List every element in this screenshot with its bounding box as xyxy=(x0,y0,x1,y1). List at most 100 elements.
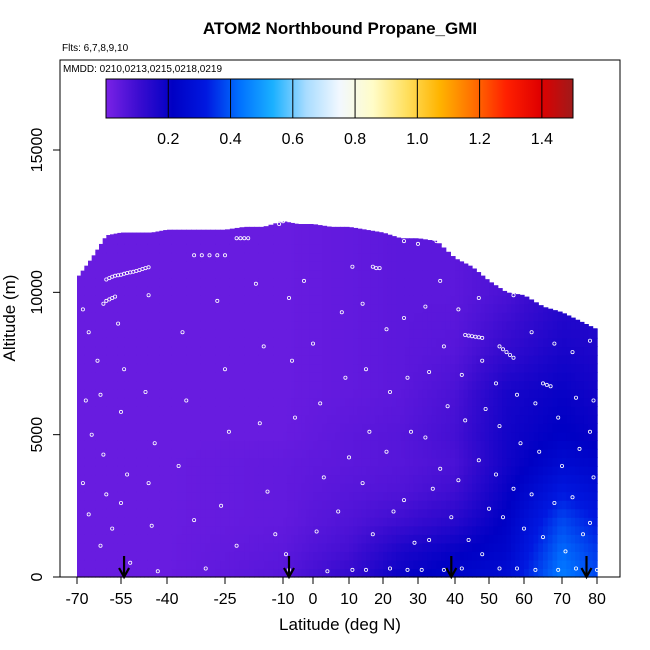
field-cell xyxy=(317,414,323,424)
field-cell xyxy=(344,389,350,399)
field-cell xyxy=(575,525,581,535)
field-cell xyxy=(254,261,260,271)
field-cell xyxy=(80,295,85,305)
observation-point xyxy=(273,532,278,537)
field-cell xyxy=(543,517,549,527)
field-cell xyxy=(225,229,231,236)
field-cell xyxy=(387,431,393,441)
field-cell xyxy=(400,278,406,288)
field-cell xyxy=(225,397,231,407)
field-cell xyxy=(524,380,530,390)
field-cell xyxy=(110,235,115,245)
field-cell xyxy=(335,431,341,441)
field-cell xyxy=(562,500,567,510)
field-cell xyxy=(80,346,85,356)
field-cell xyxy=(249,226,255,236)
field-cell xyxy=(95,337,100,348)
field-cell xyxy=(80,363,85,373)
field-cell xyxy=(575,457,581,467)
field-cell xyxy=(298,457,303,467)
field-cell xyxy=(510,517,516,527)
field-cell xyxy=(176,525,183,535)
field-cell xyxy=(140,414,145,424)
field-cell xyxy=(370,397,376,407)
field-cell xyxy=(344,380,350,390)
field-cell xyxy=(383,542,388,552)
field-cell xyxy=(117,389,122,399)
field-cell xyxy=(575,568,581,578)
field-cell xyxy=(476,329,482,339)
field-cell xyxy=(317,286,323,296)
field-cell xyxy=(353,337,359,348)
field-cell xyxy=(431,534,438,544)
field-cell xyxy=(378,491,384,501)
field-cell xyxy=(144,252,149,262)
field-cell xyxy=(361,363,367,373)
field-cell xyxy=(383,261,388,271)
field-cell xyxy=(480,440,486,450)
field-cell xyxy=(480,346,486,356)
field-cell xyxy=(301,303,307,313)
observation-point xyxy=(370,264,375,269)
field-cell xyxy=(450,256,456,262)
field-cell xyxy=(370,508,376,518)
field-cell xyxy=(335,286,341,296)
field-cell xyxy=(502,517,508,527)
field-cell xyxy=(543,380,549,390)
field-cell xyxy=(132,551,137,561)
field-cell xyxy=(254,465,260,476)
field-cell xyxy=(140,525,145,535)
field-cell xyxy=(117,235,122,245)
observation-point xyxy=(86,330,91,335)
field-cell xyxy=(455,312,460,322)
field-cell xyxy=(249,389,255,399)
field-cell xyxy=(147,261,153,271)
field-cell xyxy=(547,308,554,313)
field-cell xyxy=(441,269,447,279)
field-cell xyxy=(132,474,137,484)
field-cell xyxy=(278,320,284,330)
field-cell xyxy=(431,286,438,296)
field-cell xyxy=(106,235,111,245)
field-cell xyxy=(592,372,598,382)
field-cell xyxy=(480,559,486,570)
field-cell xyxy=(413,380,419,390)
observation-point xyxy=(556,415,561,420)
field-cell xyxy=(566,491,572,501)
field-cell xyxy=(472,568,477,578)
field-cell xyxy=(519,380,525,390)
field-cell xyxy=(502,329,508,339)
field-cell xyxy=(140,397,145,407)
field-cell xyxy=(349,406,354,416)
field-cell xyxy=(378,508,384,518)
field-cell xyxy=(132,320,137,330)
field-cell xyxy=(102,551,107,561)
field-cell xyxy=(263,346,270,356)
field-cell xyxy=(278,440,284,450)
field-cell xyxy=(181,329,187,339)
field-cell xyxy=(391,423,397,433)
field-cell xyxy=(506,397,512,407)
field-cell xyxy=(436,440,442,450)
field-cell xyxy=(340,286,346,296)
field-cell xyxy=(570,440,576,450)
field-cell xyxy=(519,551,525,561)
field-cell xyxy=(151,372,157,382)
field-cell xyxy=(181,431,187,441)
field-cell xyxy=(301,534,307,544)
observation-point xyxy=(445,404,450,409)
field-cell xyxy=(132,559,137,570)
field-cell xyxy=(186,261,192,271)
field-cell xyxy=(391,500,397,510)
y-axis-label: Altitude (m) xyxy=(0,275,19,362)
field-cell xyxy=(99,312,104,322)
field-cell xyxy=(210,525,216,535)
field-cell xyxy=(147,372,153,382)
field-cell xyxy=(171,491,178,501)
field-cell xyxy=(436,414,442,424)
field-cell xyxy=(404,423,410,433)
field-cell xyxy=(396,440,402,450)
field-cell xyxy=(463,286,469,296)
field-cell xyxy=(370,517,376,527)
field-cell xyxy=(225,278,231,288)
